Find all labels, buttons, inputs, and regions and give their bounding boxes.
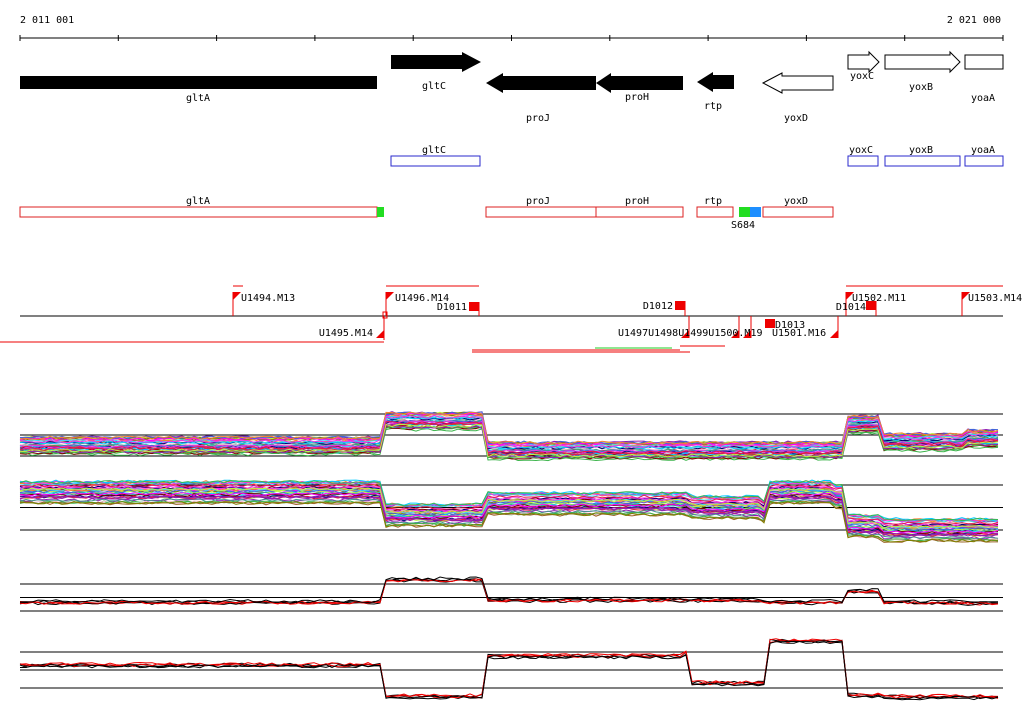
profile-trace bbox=[19, 498, 999, 540]
annotation-yoxB[interactable]: yoxB bbox=[884, 145, 961, 167]
gene-gltA[interactable]: gltA bbox=[20, 76, 377, 104]
gene-label: rtp bbox=[704, 101, 722, 112]
annotation-label: yoxC bbox=[849, 145, 873, 156]
profile-trace bbox=[19, 414, 999, 449]
ruler-start-label: 2 011 001 bbox=[20, 15, 74, 26]
profile-trace bbox=[19, 576, 999, 604]
segment-U1503.M14[interactable]: U1503.M14 bbox=[961, 285, 1022, 316]
profile-trace bbox=[19, 483, 999, 525]
segment-track: U1494.M13 U1496.M14 D1011 D1012 U1502.M1… bbox=[0, 285, 1022, 353]
gene-proH[interactable]: proH bbox=[596, 73, 683, 103]
green-marker[interactable] bbox=[377, 207, 384, 217]
segment-U1497-U1500.M19[interactable]: U1497U1498U1499U1500.M19 bbox=[618, 316, 763, 339]
profile-trace bbox=[19, 492, 999, 534]
segment-U1494.M13[interactable]: U1494.M13 bbox=[232, 285, 295, 316]
annotation-label: gltC bbox=[422, 145, 446, 156]
segment-label: U1502.M11 bbox=[852, 293, 906, 304]
transcript-label: gltA bbox=[186, 196, 210, 207]
gene-proJ[interactable]: proJ bbox=[486, 73, 596, 124]
marker-S684[interactable]: S684 bbox=[731, 207, 761, 231]
profile-trace bbox=[19, 411, 999, 445]
segment-U1501.M16[interactable]: U1501.M16 bbox=[772, 316, 839, 339]
annotation-yoaA[interactable]: yoaA bbox=[964, 145, 1004, 167]
profile-trace bbox=[19, 638, 999, 699]
profile-trace bbox=[19, 423, 999, 458]
annotation-yoxC[interactable]: yoxC bbox=[847, 145, 879, 167]
segment-D1012[interactable]: D1012 bbox=[643, 301, 686, 316]
gene-label: yoxD bbox=[784, 113, 808, 124]
gene-label: yoaA bbox=[971, 93, 995, 104]
gene-yoxD[interactable]: yoxD bbox=[761, 72, 834, 124]
profile-trace bbox=[19, 489, 999, 531]
gene-label: proH bbox=[625, 92, 649, 103]
transcript-label: proH bbox=[625, 196, 649, 207]
gene-track: gltA gltC proJ proH rtp yoxD yoxC yoxB bbox=[20, 50, 1004, 124]
transcript-rtp[interactable]: rtp bbox=[696, 196, 734, 218]
profile-trace bbox=[19, 578, 999, 605]
coordinate-ruler: 2 011 001 2 021 000 bbox=[19, 15, 1004, 41]
profile-trace bbox=[19, 421, 999, 455]
profile-trace bbox=[19, 425, 999, 459]
profile-trace bbox=[19, 640, 999, 700]
gene-label: yoxB bbox=[909, 82, 933, 93]
segment-D1013[interactable]: D1013 bbox=[765, 319, 805, 331]
profile-trace bbox=[19, 419, 999, 454]
profile-panel bbox=[19, 638, 1003, 701]
profile-trace bbox=[19, 480, 999, 522]
segment-D1011[interactable]: D1011 bbox=[437, 302, 480, 316]
transcript-label: yoxD bbox=[784, 196, 808, 207]
expression-profiles bbox=[19, 411, 1003, 701]
segment-label: D1013 bbox=[775, 320, 805, 331]
segment-label: D1014 bbox=[836, 302, 866, 313]
transcript-proJ[interactable]: proJ bbox=[485, 196, 597, 218]
profile-trace bbox=[19, 639, 999, 699]
ruler-ticks bbox=[19, 35, 1004, 41]
annotation-track: gltC yoxC yoxB yoaA bbox=[390, 145, 1004, 167]
segment-U1495.M14[interactable]: U1495.M14 bbox=[0, 316, 385, 343]
gene-label: gltC bbox=[422, 81, 446, 92]
transcript-yoxD[interactable]: yoxD bbox=[762, 196, 834, 218]
ruler-end-label: 2 021 000 bbox=[947, 15, 1001, 26]
segment-label: U1501.M16 bbox=[772, 328, 826, 339]
segment-label: D1012 bbox=[643, 301, 673, 312]
profile-panel bbox=[19, 411, 1003, 462]
transcript-track: gltA proJ proH rtp S684 yoxD bbox=[19, 196, 834, 231]
marker-label: S684 bbox=[731, 220, 755, 231]
segment-label: U1494.M13 bbox=[241, 293, 295, 304]
profile-trace bbox=[19, 416, 999, 450]
segment-D1014[interactable]: D1014 bbox=[836, 301, 877, 316]
gene-label: proJ bbox=[526, 113, 550, 124]
annotation-label: yoaA bbox=[971, 145, 995, 156]
profile-trace bbox=[19, 416, 999, 450]
segment-label: D1011 bbox=[437, 302, 467, 313]
profile-trace bbox=[19, 500, 999, 543]
segment-label: U1503.M14 bbox=[968, 293, 1022, 304]
transcript-label: rtp bbox=[704, 196, 722, 207]
transcript-proH[interactable]: proH bbox=[595, 196, 684, 218]
gene-gltC[interactable]: gltC bbox=[391, 52, 481, 92]
profile-panel bbox=[19, 479, 1003, 543]
segment-U1496.M14[interactable]: U1496.M14 bbox=[382, 285, 479, 319]
segment-label: U1497U1498U1499U1500.M19 bbox=[618, 328, 763, 339]
annotation-gltC[interactable]: gltC bbox=[390, 145, 481, 167]
profile-trace bbox=[19, 487, 999, 529]
profile-panel bbox=[19, 576, 1003, 612]
gene-yoaA[interactable]: yoaA bbox=[964, 54, 1004, 104]
gene-label: gltA bbox=[186, 93, 210, 104]
gene-rtp[interactable]: rtp bbox=[697, 72, 734, 112]
gene-yoxB[interactable]: yoxB bbox=[884, 50, 961, 93]
segment-label: U1496.M14 bbox=[395, 293, 449, 304]
profile-trace bbox=[19, 494, 999, 537]
transcript-gltA[interactable]: gltA bbox=[19, 196, 378, 218]
gene-yoxC[interactable]: yoxC bbox=[847, 50, 880, 82]
transcript-label: proJ bbox=[526, 196, 550, 207]
segment-label: U1495.M14 bbox=[319, 328, 373, 339]
gene-label: yoxC bbox=[850, 71, 874, 82]
annotation-label: yoxB bbox=[909, 145, 933, 156]
